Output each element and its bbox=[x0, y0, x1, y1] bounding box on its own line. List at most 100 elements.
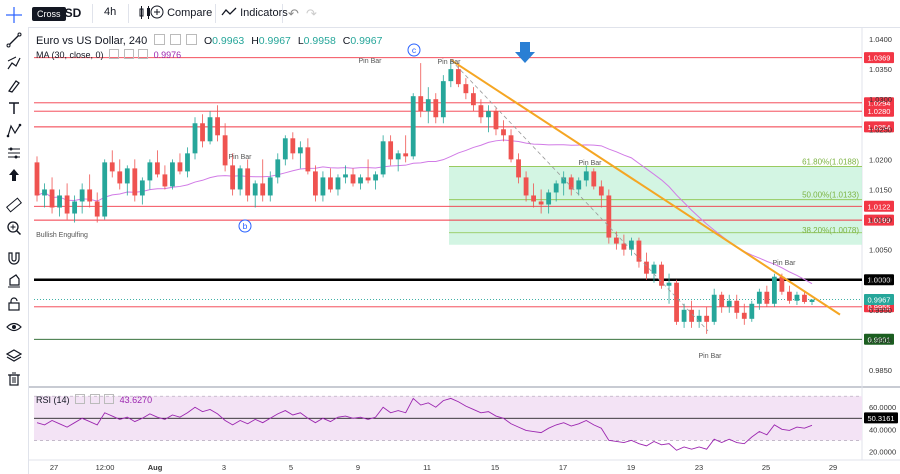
toolbar-divider bbox=[92, 4, 93, 23]
pattern-icon[interactable] bbox=[6, 123, 22, 139]
candle-body bbox=[689, 309, 695, 322]
undo-icon[interactable]: ↶ bbox=[288, 6, 299, 21]
rsi-legend: RSI (14) 43.6270 bbox=[36, 394, 152, 405]
current-price-label: 0.9967 bbox=[868, 296, 891, 305]
ma-settings-icon[interactable] bbox=[123, 49, 134, 59]
text-tool-icon[interactable] bbox=[6, 100, 22, 116]
interval-button[interactable]: 4h bbox=[104, 6, 117, 18]
candle-body bbox=[561, 177, 567, 184]
toolbar-divider bbox=[128, 4, 129, 23]
candle-body bbox=[358, 177, 363, 184]
lock-drawing-icon[interactable] bbox=[6, 273, 22, 289]
candle-body bbox=[215, 117, 220, 136]
redo-icon[interactable]: ↷ bbox=[306, 6, 317, 21]
candle-body bbox=[440, 81, 446, 118]
trash-icon[interactable] bbox=[6, 371, 22, 387]
pattern-annotation: Pin Bar bbox=[359, 58, 383, 65]
rsi-visibility-icon[interactable] bbox=[75, 394, 86, 404]
level-price-label: 1.0280 bbox=[868, 107, 891, 116]
pattern-annotation: Pin Bar bbox=[699, 353, 723, 360]
candle-body bbox=[433, 99, 439, 118]
visibility-icon[interactable] bbox=[154, 34, 166, 45]
open-label: O bbox=[203, 35, 213, 47]
candle-body bbox=[538, 201, 544, 205]
price-axis-tick: 1.0250 bbox=[869, 125, 892, 134]
pitchfork-icon[interactable] bbox=[6, 55, 22, 71]
time-axis-label: 25 bbox=[762, 463, 770, 472]
time-axis-label: 9 bbox=[356, 463, 360, 472]
level-price-tag bbox=[864, 121, 894, 133]
price-axis-tick: 1.0300 bbox=[869, 95, 892, 104]
candle-body bbox=[177, 162, 183, 172]
layers-icon[interactable] bbox=[6, 348, 22, 364]
eye-icon[interactable] bbox=[6, 319, 22, 335]
brush-icon[interactable] bbox=[6, 78, 22, 94]
candle-body bbox=[57, 195, 62, 208]
candle-body bbox=[448, 69, 454, 82]
candle-body bbox=[335, 177, 341, 190]
settings-icon[interactable] bbox=[170, 34, 182, 45]
close-icon[interactable] bbox=[186, 34, 198, 45]
candle-body bbox=[418, 96, 424, 112]
candle-body bbox=[267, 177, 273, 196]
candle-style-icon[interactable] bbox=[137, 5, 153, 24]
rsi-settings-icon[interactable] bbox=[89, 394, 100, 404]
compare-plus-icon bbox=[150, 5, 164, 19]
close-value: 0.9967 bbox=[350, 35, 383, 47]
arrow-up-icon[interactable] bbox=[6, 167, 22, 183]
ma-close-icon[interactable] bbox=[138, 49, 149, 59]
wave-label: c bbox=[412, 45, 417, 55]
rsi-current-label: 50.3161 bbox=[867, 414, 894, 423]
level-price-tag bbox=[864, 105, 894, 117]
candle-body bbox=[651, 264, 657, 274]
rsi-axis-tick: 40.0000 bbox=[869, 425, 896, 434]
candle-body bbox=[501, 129, 506, 136]
measure-tool-icon[interactable] bbox=[6, 145, 22, 161]
ruler-icon[interactable] bbox=[6, 197, 22, 213]
level-price-label: 1.0122 bbox=[868, 202, 891, 211]
candle-body bbox=[486, 111, 491, 118]
candle-body bbox=[576, 180, 582, 190]
candle-body bbox=[237, 168, 243, 190]
time-axis-label: 12:00 bbox=[96, 463, 115, 472]
toolbar-divider bbox=[215, 4, 216, 23]
rsi-axis-tick: 60.0000 bbox=[869, 403, 896, 412]
candle-body bbox=[493, 111, 499, 130]
pattern-annotation: Pin Bar bbox=[229, 154, 253, 161]
candle-body bbox=[771, 276, 777, 304]
zoom-in-icon[interactable] bbox=[6, 220, 22, 236]
level-price-tag bbox=[864, 333, 894, 345]
crosshair-icon[interactable] bbox=[4, 5, 24, 25]
trendline-icon[interactable] bbox=[6, 32, 22, 48]
candle-body bbox=[200, 123, 205, 142]
candle-body bbox=[704, 315, 710, 322]
candle-body bbox=[282, 138, 288, 160]
time-axis-label: 19 bbox=[627, 463, 635, 472]
candle-body bbox=[365, 177, 371, 181]
candle-body bbox=[170, 162, 175, 187]
rsi-close-icon[interactable] bbox=[104, 394, 115, 404]
candle-body bbox=[395, 153, 401, 160]
top-toolbar: USD 4h Compare Indicators ↶ ↷ bbox=[0, 0, 900, 28]
candle-body bbox=[117, 171, 123, 184]
candle-body bbox=[553, 183, 559, 193]
ma-visibility-icon[interactable] bbox=[109, 49, 120, 59]
candle-body bbox=[260, 183, 266, 196]
rsi-axis-tick: 20.0000 bbox=[869, 447, 896, 456]
candle-body bbox=[794, 294, 800, 301]
compare-button[interactable]: Compare bbox=[150, 5, 212, 19]
lock-icon[interactable] bbox=[6, 296, 22, 312]
ma-title: MA (30, close, 0) bbox=[36, 50, 104, 60]
candle-body bbox=[629, 240, 634, 250]
current-price-tag bbox=[864, 294, 894, 306]
candle-body bbox=[252, 183, 258, 196]
wave-label: b bbox=[243, 221, 248, 231]
magnet-icon[interactable] bbox=[6, 250, 22, 266]
candle-body bbox=[802, 294, 807, 302]
indicators-button[interactable]: Indicators bbox=[221, 5, 288, 19]
level-price-label: 1.0369 bbox=[868, 54, 891, 63]
rsi-line bbox=[36, 397, 813, 451]
candle-body bbox=[305, 147, 311, 172]
level-price-label: 0.9955 bbox=[868, 303, 891, 312]
